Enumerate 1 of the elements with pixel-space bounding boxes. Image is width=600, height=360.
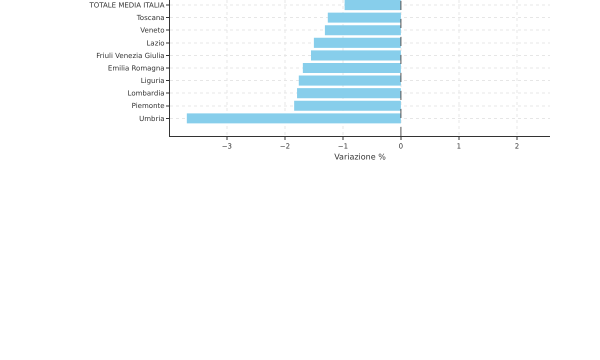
x-axis-title: Variazione % [334,152,386,162]
